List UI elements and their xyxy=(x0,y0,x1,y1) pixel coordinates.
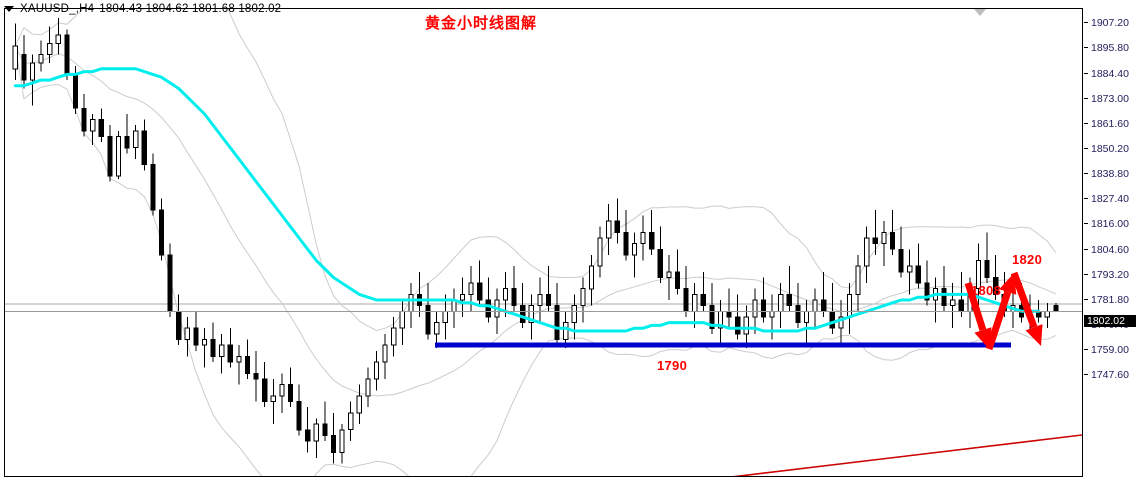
price-tick: 1759.00 xyxy=(1084,344,1136,356)
price-tick-label: 1861.60 xyxy=(1091,117,1129,130)
tick-dash xyxy=(1084,22,1088,23)
price-tick: 1895.80 xyxy=(1084,42,1136,54)
ohlc-values: 1804.43 1804.62 1801.68 1802.02 xyxy=(99,3,282,15)
price-tick: 1907.20 xyxy=(1084,17,1136,29)
price-tick: 1884.40 xyxy=(1084,68,1136,80)
price-tick-label: 1907.20 xyxy=(1091,17,1129,29)
price-tick: 1793.20 xyxy=(1084,269,1136,281)
price-tick: 1747.60 xyxy=(1084,369,1136,381)
price-tick-label: 1747.60 xyxy=(1091,369,1129,381)
tick-dash xyxy=(1084,248,1088,250)
price-tick-label: 1804.60 xyxy=(1091,243,1129,256)
price-tick: 1816.00 xyxy=(1084,218,1136,230)
price-tick-label: 1838.80 xyxy=(1091,168,1129,180)
price-tick: 1804.60 xyxy=(1084,244,1136,256)
price-tick-label: 1873.00 xyxy=(1091,92,1129,105)
plot-area[interactable] xyxy=(4,8,1083,477)
price-tick-label: 1895.80 xyxy=(1091,42,1129,54)
tick-dash xyxy=(1084,273,1088,275)
symbol-bar: XAUUSD_,H4 1804.43 1804.62 1801.68 1802.… xyxy=(4,1,281,17)
bollinger-bands xyxy=(14,9,1057,476)
price-tick-label: 1759.00 xyxy=(1091,344,1129,356)
ascending-trendline xyxy=(733,434,1082,476)
price-tick-label: 1850.20 xyxy=(1091,142,1129,155)
tick-dash xyxy=(1084,349,1088,350)
price-tick: 1781.80 xyxy=(1084,294,1136,306)
tick-dash xyxy=(1084,47,1088,48)
tick-dash xyxy=(1084,298,1088,300)
price-tick: 1838.80 xyxy=(1084,168,1136,180)
price-tick-label: 1827.40 xyxy=(1091,193,1129,205)
price-tick-label: 1781.80 xyxy=(1091,293,1129,306)
price-tick: 1850.20 xyxy=(1084,143,1136,155)
symbol-label: XAUUSD_,H4 xyxy=(20,3,95,15)
price-tick: 1861.60 xyxy=(1084,118,1136,130)
tick-dash xyxy=(1084,122,1088,124)
tick-dash xyxy=(1084,198,1088,199)
tick-dash xyxy=(1084,97,1088,99)
tick-dash xyxy=(1084,72,1088,74)
candlestick-series xyxy=(12,18,1059,464)
tick-dash xyxy=(1084,374,1088,375)
price-tick-label: 1884.40 xyxy=(1091,67,1129,80)
price-tick: 1873.00 xyxy=(1084,93,1136,105)
price-scale[interactable]: 1907.20 1895.80 1884.40 1873.00 1861.60 1850.… xyxy=(1084,8,1136,477)
tick-dash xyxy=(1084,173,1088,174)
chart-title: 黄金小时线图解 xyxy=(425,15,538,32)
forecast-arrows xyxy=(964,271,1043,351)
last-price-badge: 1802.02 xyxy=(1084,315,1136,327)
price-tick-label: 1816.00 xyxy=(1091,218,1129,230)
chart-canvas xyxy=(5,9,1082,476)
caret-down-icon[interactable] xyxy=(4,6,14,12)
price-tick-label: 1793.20 xyxy=(1091,268,1129,281)
price-tick: 1827.40 xyxy=(1084,193,1136,205)
bar-marker-icon xyxy=(974,9,986,16)
tick-dash xyxy=(1084,223,1088,224)
tick-dash xyxy=(1084,147,1088,149)
